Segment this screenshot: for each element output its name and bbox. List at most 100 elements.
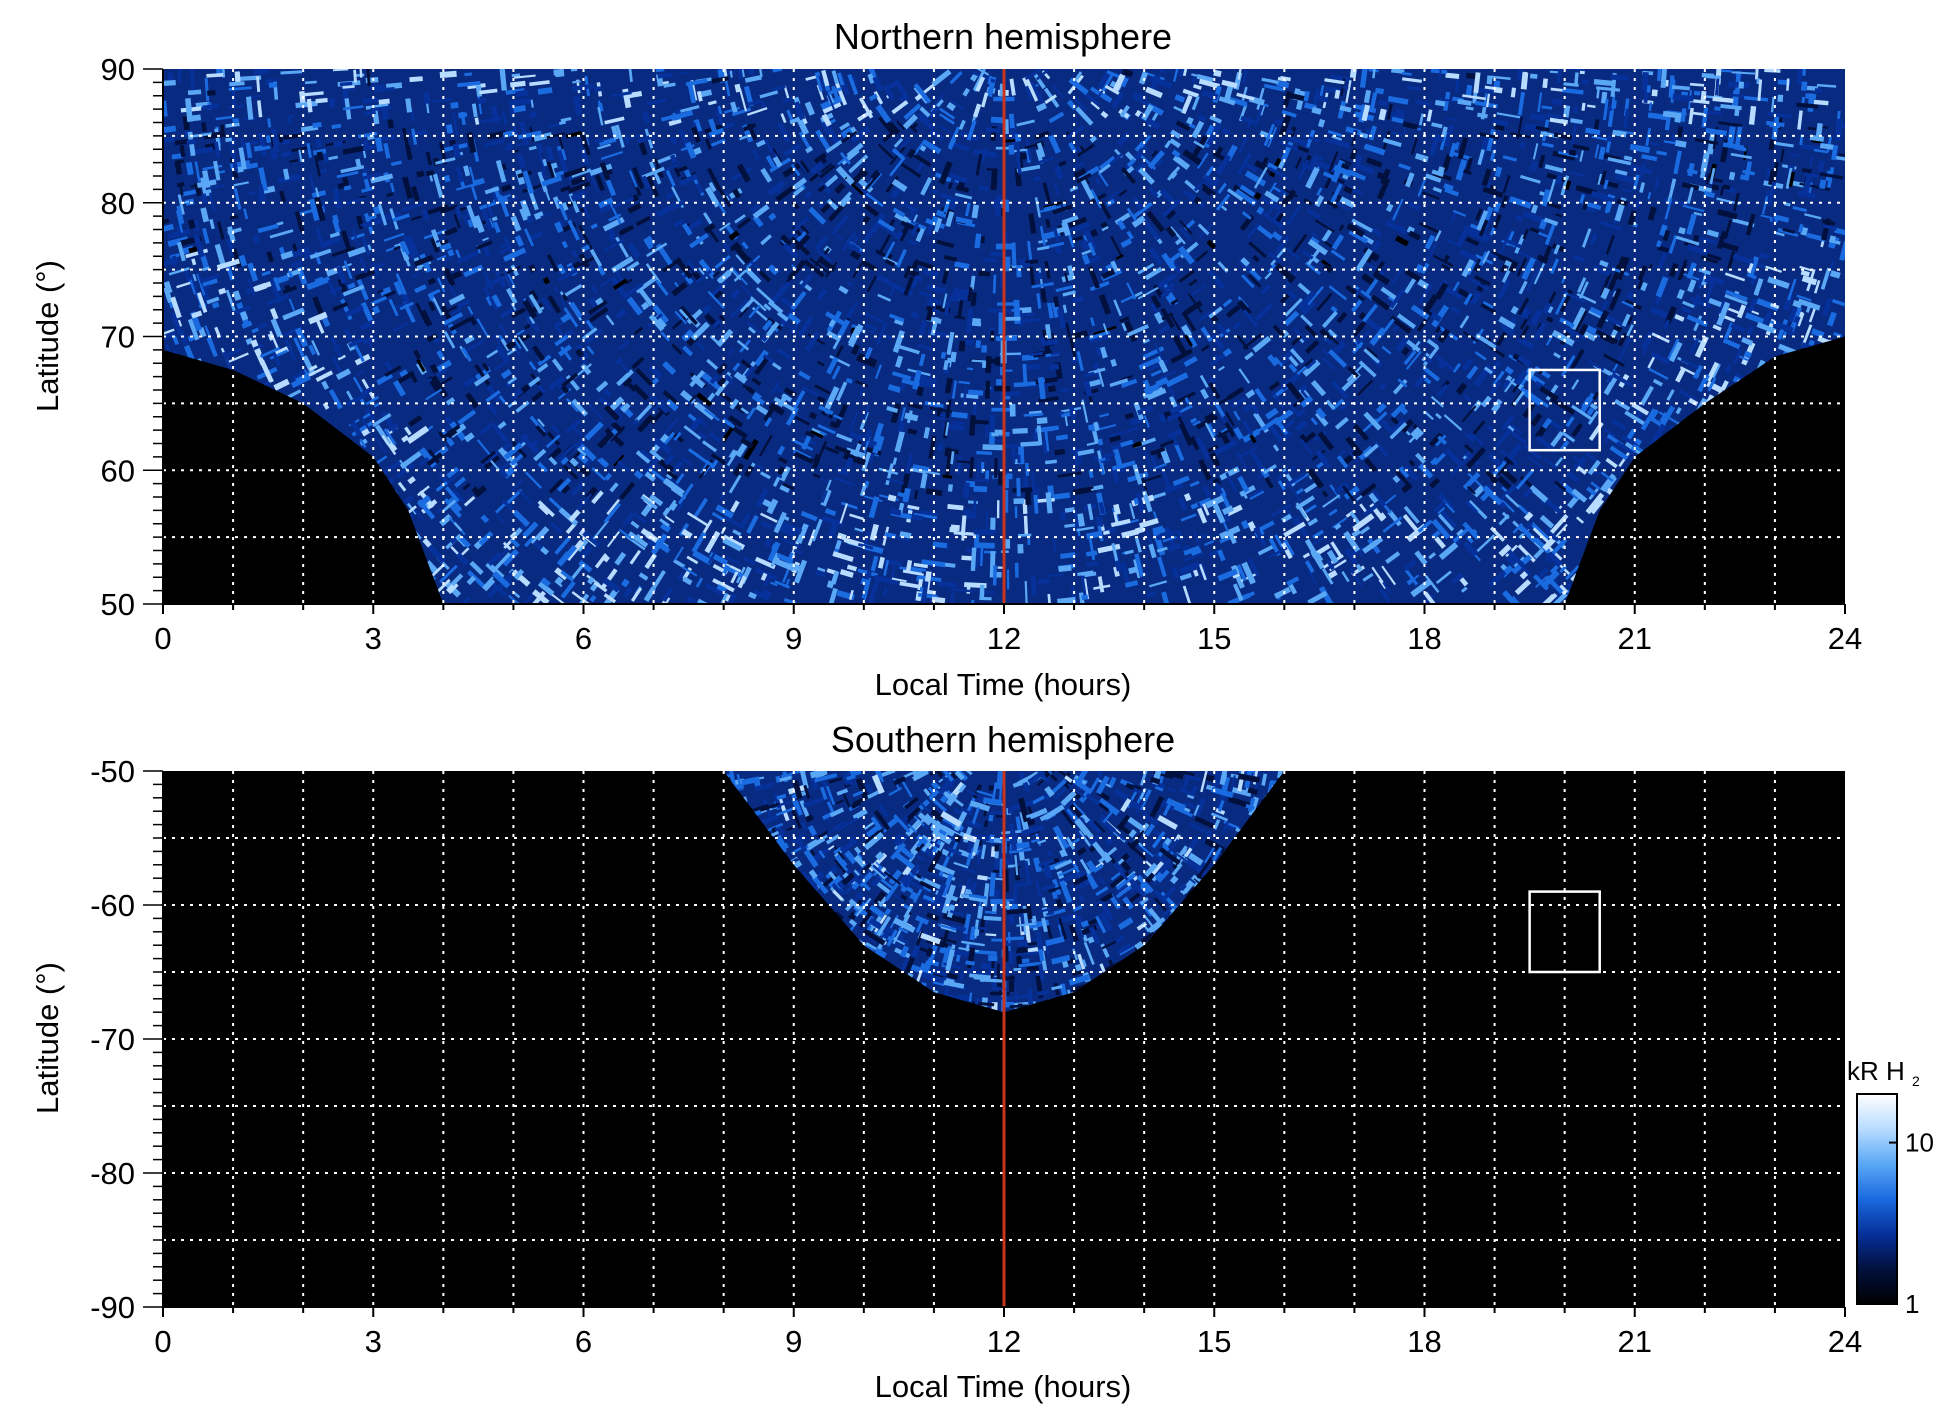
emission-streak: [405, 98, 413, 113]
emission-streak: [1383, 494, 1397, 506]
emission-streak: [831, 70, 840, 86]
emission-streak: [913, 512, 938, 520]
emission-streak: [604, 177, 617, 197]
emission-streak: [1788, 171, 1796, 188]
emission-streak: [1204, 540, 1215, 546]
emission-streak: [179, 144, 186, 158]
emission-streak: [600, 568, 618, 590]
emission-streak: [200, 207, 210, 223]
emission-streak: [1198, 78, 1221, 89]
emission-streak: [202, 164, 223, 171]
emission-streak: [482, 578, 496, 592]
emission-streak: [185, 248, 209, 259]
emission-streak: [1737, 304, 1747, 319]
emission-streak: [560, 570, 574, 582]
emission-streak: [1519, 174, 1541, 184]
emission-streak: [1303, 90, 1310, 102]
emission-streak: [1080, 239, 1090, 251]
emission-streak: [1259, 156, 1269, 170]
emission-streak: [660, 331, 671, 342]
emission-streak: [796, 523, 809, 545]
emission-streak: [1095, 515, 1104, 528]
emission-streak: [447, 308, 462, 318]
emission-streak: [618, 340, 630, 351]
emission-streak: [467, 306, 474, 315]
emission-streak: [621, 578, 630, 588]
emission-streak: [339, 81, 353, 87]
emission-streak: [1174, 443, 1185, 462]
emission-streak: [1124, 549, 1134, 555]
emission-streak: [1550, 538, 1568, 557]
emission-streak: [1233, 426, 1244, 440]
emission-streak: [1539, 499, 1547, 506]
emission-streak: [1758, 251, 1770, 260]
emission-streak: [1454, 141, 1460, 151]
emission-streak: [1681, 91, 1688, 96]
emission-streak: [302, 355, 316, 377]
emission-streak: [1765, 265, 1783, 273]
emission-streak: [1188, 122, 1196, 129]
emission-streak: [1492, 128, 1500, 151]
emission-streak: [1589, 403, 1598, 411]
emission-streak: [722, 564, 747, 580]
emission-streak: [740, 359, 752, 369]
emission-streak: [1598, 146, 1606, 160]
emission-streak: [939, 413, 947, 417]
emission-streak: [1547, 306, 1554, 314]
emission-streak: [201, 212, 206, 221]
emission-streak: [449, 535, 458, 545]
emission-streak: [698, 258, 717, 279]
emission-streak: [1499, 466, 1518, 484]
emission-streak: [1706, 380, 1723, 393]
emission-streak: [800, 510, 818, 522]
emission-streak: [1151, 149, 1158, 158]
emission-streak: [1714, 78, 1720, 96]
emission-streak: [866, 275, 877, 293]
emission-streak: [1127, 426, 1139, 433]
emission-streak: [1090, 228, 1099, 238]
emission-streak: [1157, 159, 1164, 166]
emission-streak: [524, 228, 535, 247]
emission-streak: [1808, 155, 1813, 167]
emission-streak: [812, 473, 821, 479]
emission-streak: [1647, 206, 1657, 221]
emission-streak: [641, 493, 655, 505]
emission-streak: [931, 308, 940, 314]
emission-streak: [470, 183, 478, 201]
emission-streak: [1307, 285, 1324, 306]
emission-streak: [1607, 110, 1614, 128]
emission-streak: [167, 228, 191, 240]
emission-streak: [1834, 118, 1842, 141]
emission-streak: [603, 238, 625, 252]
emission-streak: [1097, 171, 1109, 187]
emission-streak: [1432, 172, 1443, 181]
emission-streak: [1522, 389, 1542, 406]
emission-streak: [824, 508, 837, 517]
emission-streak: [1189, 435, 1200, 451]
emission-streak: [863, 203, 880, 217]
emission-streak: [1523, 511, 1534, 522]
emission-streak: [885, 463, 894, 486]
emission-streak: [801, 385, 823, 399]
emission-streak: [311, 339, 321, 356]
emission-streak: [865, 569, 873, 581]
emission-streak: [294, 327, 309, 348]
emission-streak: [1326, 559, 1335, 571]
emission-streak: [641, 166, 665, 179]
emission-streak: [809, 162, 824, 175]
emission-streak: [1072, 96, 1088, 112]
emission-streak: [528, 145, 537, 151]
emission-streak: [744, 75, 762, 83]
emission-streak: [268, 82, 278, 88]
emission-streak: [1819, 179, 1827, 190]
emission-streak: [1274, 534, 1284, 548]
emission-streak: [243, 208, 249, 220]
emission-streak: [1183, 300, 1203, 316]
emission-streak: [1563, 82, 1579, 87]
emission-streak: [1640, 281, 1648, 292]
emission-streak: [1686, 243, 1709, 256]
emission-streak: [1270, 247, 1287, 266]
emission-streak: [1092, 452, 1116, 461]
emission-streak: [1494, 166, 1503, 178]
emission-streak: [687, 82, 697, 104]
